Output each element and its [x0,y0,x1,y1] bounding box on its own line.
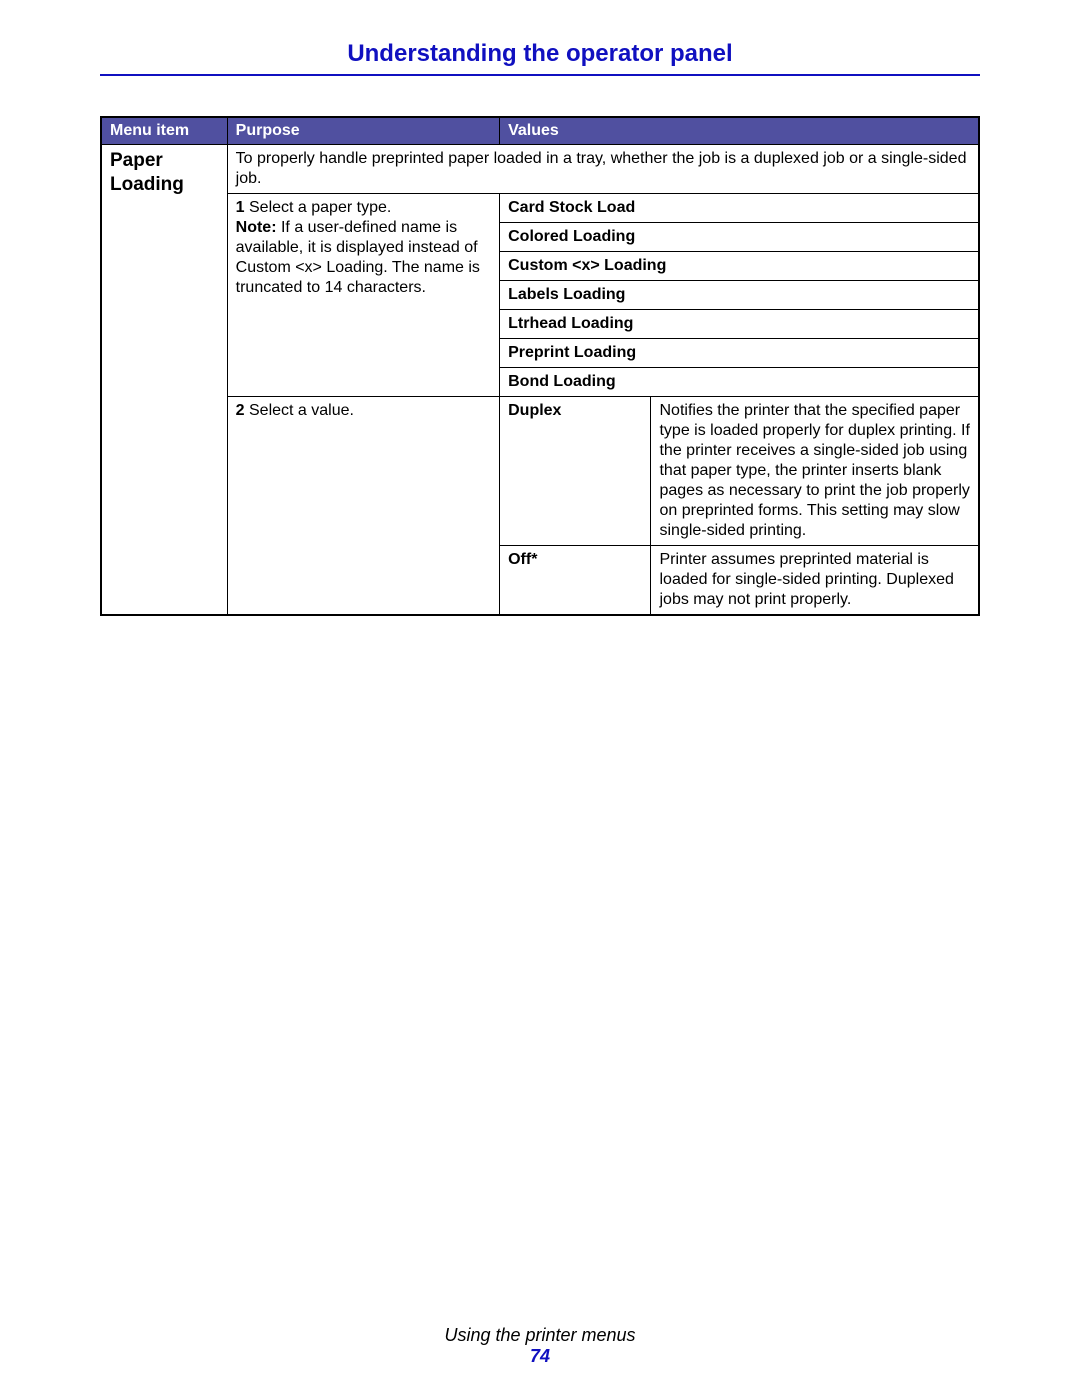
footer-page-number: 74 [0,1346,1080,1367]
step2-text: Select a value. [249,402,354,419]
page-title: Understanding the operator panel [100,40,980,68]
purpose-intro: To properly handle preprinted paper load… [227,145,979,194]
page-footer: Using the printer menus 74 [0,1325,1080,1367]
paper-type: Card Stock Load [500,194,979,223]
value-name: Off* [500,546,651,616]
header-values: Values [500,117,979,145]
table-row: 1 Select a paper type. Note: If a user-d… [101,194,979,223]
footer-text: Using the printer menus [0,1325,1080,1346]
value-desc: Notifies the printer that the specified … [651,397,979,546]
header-purpose: Purpose [227,117,499,145]
step1-text: Select a paper type. [249,199,391,216]
paper-type: Bond Loading [500,368,979,397]
note-label: Note: [236,219,277,236]
table-row: Paper Loading To properly handle preprin… [101,145,979,194]
paper-type: Ltrhead Loading [500,310,979,339]
step-number: 2 [236,402,245,419]
title-underline [100,74,980,76]
paper-type: Colored Loading [500,223,979,252]
paper-type: Preprint Loading [500,339,979,368]
step-number: 1 [236,199,245,216]
table-row: 2 Select a value. Duplex Notifies the pr… [101,397,979,546]
value-desc: Printer assumes preprinted material is l… [651,546,979,616]
document-page: Understanding the operator panel Menu it… [0,0,1080,1397]
step2-cell: 2 Select a value. [227,397,499,616]
table-header-row: Menu item Purpose Values [101,117,979,145]
value-name: Duplex [500,397,651,546]
header-menu-item: Menu item [101,117,227,145]
menu-item-cell: Paper Loading [101,145,227,616]
step1-cell: 1 Select a paper type. Note: If a user-d… [227,194,499,397]
paper-type: Custom <x> Loading [500,252,979,281]
menu-table: Menu item Purpose Values Paper Loading T… [100,116,980,616]
paper-type: Labels Loading [500,281,979,310]
